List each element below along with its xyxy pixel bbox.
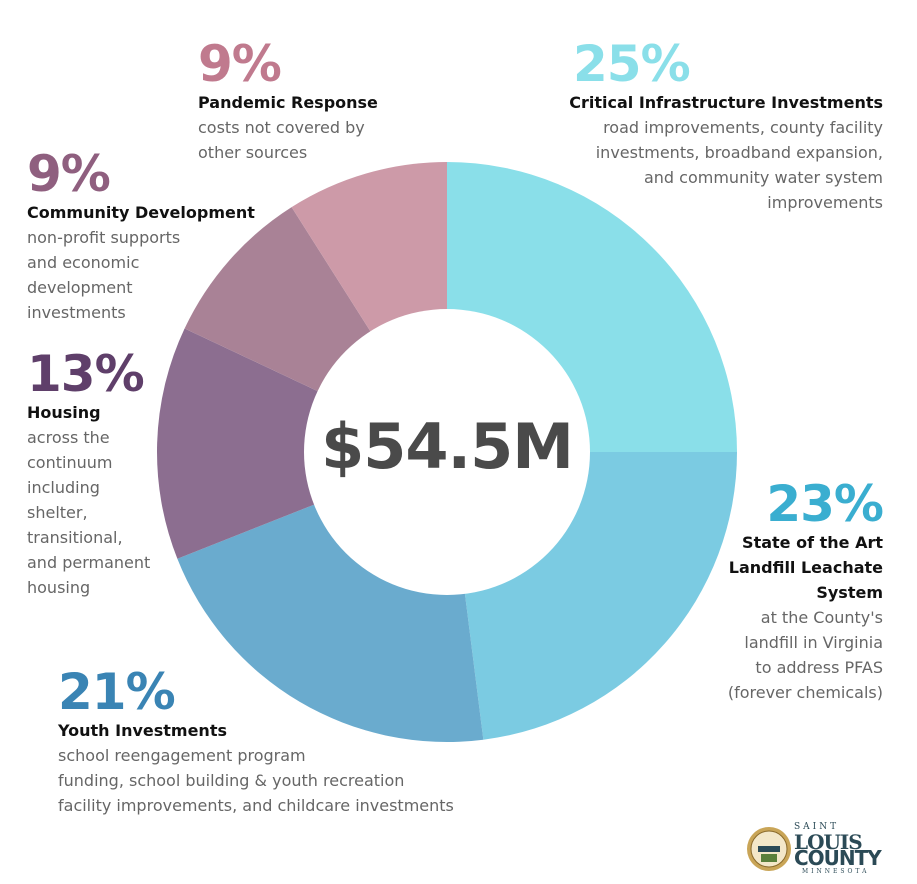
name-landfill-leachate: State of the Art Landfill Leachate Syste… [728,533,883,602]
name-housing: Housing [27,403,101,422]
desc-community-development: non-profit supports and economic develop… [27,228,181,322]
county-logo: SAINT LOUIS COUNTY MINNESOTA [746,822,888,878]
county-seal-icon [747,827,791,871]
center-total: $54.5M [321,410,574,483]
label-pandemic-response: 9% Pandemic Response costs not covered b… [198,38,378,165]
name-pandemic-response: Pandemic Response [198,93,378,112]
pct-housing: 13% [27,345,145,403]
pct-landfill-leachate: 23% [766,475,884,533]
pct-critical-infrastructure: 25% [573,35,691,93]
label-youth-investments: 21% Youth Investments school reengagemen… [58,666,454,818]
desc-landfill-leachate: at the County's landfill in Virginia to … [727,608,883,702]
label-landfill-leachate: 23% State of the Art Landfill Leachate S… [663,475,884,705]
name-critical-infrastructure: Critical Infrastructure Investments [569,93,883,112]
label-critical-infrastructure: 25% Critical Infrastructure Investments … [543,38,883,215]
pct-youth-investments: 21% [58,663,176,721]
slice-housing [157,328,447,559]
desc-critical-infrastructure: road improvements, county facility inves… [595,118,883,212]
label-housing: 13% Housing across the continuum includi… [27,348,150,600]
desc-youth-investments: school reengagement program funding, sch… [58,746,454,815]
name-youth-investments: Youth Investments [58,721,227,740]
pct-pandemic-response: 9% [198,35,282,93]
desc-housing: across the continuum including shelter, … [27,428,151,597]
desc-pandemic-response: costs not covered by other sources [198,118,365,162]
donut-hole [304,309,590,595]
pct-community-development: 9% [27,145,111,203]
name-community-development: Community Development [27,203,255,222]
label-community-development: 9% Community Development non-profit supp… [27,148,255,325]
